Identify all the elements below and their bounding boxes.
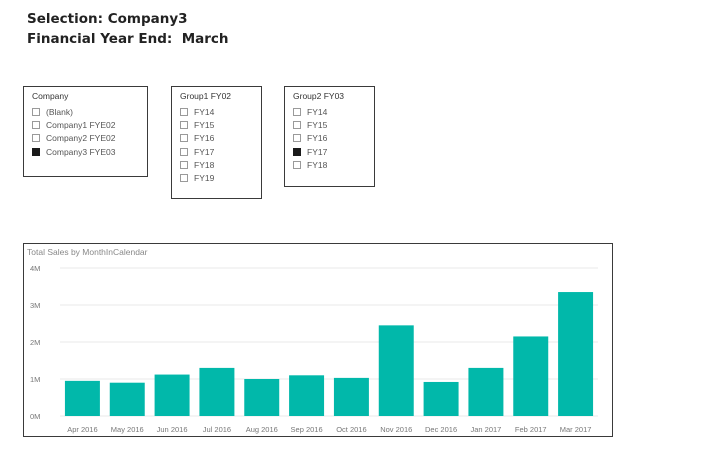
company-slicer-item[interactable]: Company2 FYE02 <box>32 132 115 145</box>
group1-slicer-item-label: FY19 <box>194 173 215 184</box>
y-axis-tick-label: 4M <box>30 264 40 273</box>
x-axis-tick-label: Feb 2017 <box>515 425 547 434</box>
sales-bar[interactable] <box>378 325 414 416</box>
company-slicer-list: (Blank) Company1 FYE02 Company2 FYE02 Compa… <box>32 105 115 158</box>
group2-slicer-item[interactable]: FY18 <box>293 158 327 171</box>
sales-bar[interactable] <box>423 381 459 416</box>
checkbox-unchecked-icon[interactable] <box>32 134 40 143</box>
checkbox-unchecked-icon[interactable] <box>293 120 301 129</box>
x-axis-tick-label: Aug 2016 <box>246 425 278 434</box>
group1-slicer-item-label: FY15 <box>194 119 215 130</box>
group1-slicer-title: Group1 FY02 <box>180 91 232 101</box>
y-axis-tick-label: 2M <box>30 338 40 347</box>
group1-slicer-item-label: FY17 <box>194 146 215 157</box>
x-axis-tick-label: Oct 2016 <box>336 425 366 434</box>
x-axis-tick-label: Nov 2016 <box>380 425 412 434</box>
group1-slicer-list: FY14 FY15 FY16 FY17 FY18 FY19 <box>180 105 214 185</box>
group2-slicer-item[interactable]: FY16 <box>293 132 327 145</box>
y-axis-tick-label: 3M <box>30 301 40 310</box>
sales-bar[interactable] <box>333 377 369 416</box>
financial-year-end-heading: Financial Year End: March <box>27 31 229 47</box>
group2-slicer-list: FY14 FY15 FY16 FY17 FY18 <box>293 105 327 171</box>
sales-bar[interactable] <box>154 374 190 416</box>
group2-slicer: Group2 FY03 FY14 FY15 FY16 FY17 FY18 <box>284 86 375 187</box>
checkbox-unchecked-icon[interactable] <box>32 120 40 129</box>
group1-slicer-item-label: FY14 <box>194 106 215 117</box>
checkbox-unchecked-icon[interactable] <box>180 120 188 129</box>
group1-slicer-item-label: FY16 <box>194 133 215 144</box>
checkbox-unchecked-icon[interactable] <box>180 134 188 143</box>
group1-slicer-item[interactable]: FY14 <box>180 105 214 118</box>
checkbox-checked-icon[interactable] <box>293 147 301 156</box>
company-slicer-item-label: (Blank) <box>46 106 73 117</box>
checkbox-unchecked-icon[interactable] <box>180 174 188 183</box>
y-axis-tick-label: 1M <box>30 375 40 384</box>
sales-bar[interactable] <box>109 382 145 416</box>
group1-slicer-item[interactable]: FY18 <box>180 158 214 171</box>
company-slicer-item-label: Company3 FYE03 <box>46 146 116 157</box>
sales-bar[interactable] <box>513 336 549 416</box>
group2-slicer-item-label: FY16 <box>307 133 328 144</box>
x-axis-tick-label: Sep 2016 <box>291 425 323 434</box>
checkbox-unchecked-icon[interactable] <box>32 107 40 116</box>
group1-slicer: Group1 FY02 FY14 FY15 FY16 FY17 FY18 FY19 <box>171 86 262 199</box>
group2-slicer-item-label: FY17 <box>307 146 328 157</box>
y-axis-tick-label: 0M <box>30 412 40 421</box>
checkbox-unchecked-icon[interactable] <box>293 160 301 169</box>
sales-bar[interactable] <box>199 367 235 416</box>
x-axis-tick-label: May 2016 <box>111 425 144 434</box>
company-slicer-item-label: Company1 FYE02 <box>46 119 116 130</box>
group1-slicer-item[interactable]: FY19 <box>180 171 214 184</box>
group1-slicer-item-label: FY18 <box>194 159 215 170</box>
company-slicer-title: Company <box>32 91 69 101</box>
checkbox-unchecked-icon[interactable] <box>293 134 301 143</box>
company-slicer-item[interactable]: (Blank) <box>32 105 115 118</box>
company-slicer-item[interactable]: Company1 FYE02 <box>32 118 115 131</box>
company-slicer: Company (Blank) Company1 FYE02 Company2 FY… <box>23 86 148 177</box>
x-axis-tick-label: Apr 2016 <box>67 425 97 434</box>
checkbox-unchecked-icon[interactable] <box>180 147 188 156</box>
group2-slicer-item[interactable]: FY17 <box>293 145 327 158</box>
checkbox-unchecked-icon[interactable] <box>180 107 188 116</box>
group2-slicer-item[interactable]: FY14 <box>293 105 327 118</box>
x-axis-tick-label: Jul 2016 <box>203 425 231 434</box>
sales-bar[interactable] <box>289 375 325 416</box>
x-axis-tick-label: Jun 2016 <box>157 425 188 434</box>
sales-bar[interactable] <box>244 379 280 416</box>
checkbox-unchecked-icon[interactable] <box>293 107 301 116</box>
sales-bar[interactable] <box>468 367 504 416</box>
group2-slicer-item-label: FY14 <box>307 106 328 117</box>
group2-slicer-item-label: FY18 <box>307 159 328 170</box>
checkbox-checked-icon[interactable] <box>32 147 40 156</box>
group1-slicer-item[interactable]: FY16 <box>180 132 214 145</box>
checkbox-unchecked-icon[interactable] <box>180 160 188 169</box>
company-slicer-item[interactable]: Company3 FYE03 <box>32 145 115 158</box>
sales-bar[interactable] <box>64 380 100 416</box>
sales-bar-chart: 0M 1M 2M 3M 4M Apr 2016 May 2016 Jun 2016 Jul 20… <box>30 264 598 434</box>
group1-slicer-item[interactable]: FY17 <box>180 145 214 158</box>
x-axis-tick-label: Jan 2017 <box>470 425 501 434</box>
selection-heading: Selection: Company3 <box>27 11 188 27</box>
company-slicer-item-label: Company2 FYE02 <box>46 133 116 144</box>
sales-chart-visual[interactable]: 0M 1M 2M 3M 4M Apr 2016 May 2016 Jun 2016 Jul 20… <box>23 243 613 437</box>
group2-slicer-item-label: FY15 <box>307 119 328 130</box>
group2-slicer-title: Group2 FY03 <box>293 91 345 101</box>
x-axis-tick-label: Mar 2017 <box>560 425 592 434</box>
x-axis-tick-label: Dec 2016 <box>425 425 457 434</box>
group1-slicer-item[interactable]: FY15 <box>180 118 214 131</box>
group2-slicer-item[interactable]: FY15 <box>293 118 327 131</box>
sales-bar[interactable] <box>558 292 594 416</box>
chart-title: Total Sales by MonthInCalendar <box>27 247 148 257</box>
